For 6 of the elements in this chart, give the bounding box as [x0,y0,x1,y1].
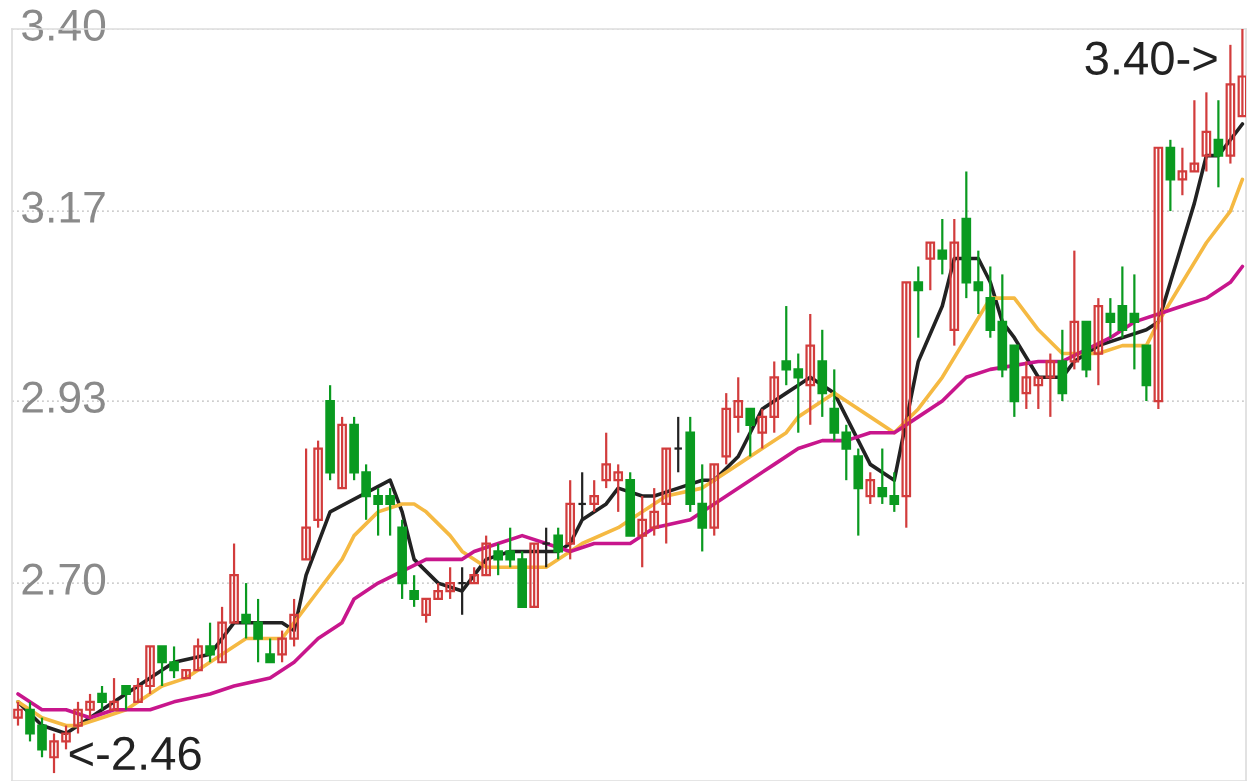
y-tick-label: 3.17 [22,191,105,223]
annotation: 3.40-> [1085,41,1217,75]
y-tick-label: 2.70 [22,563,106,596]
y-tick-label: 3.40 [22,9,106,41]
annotation: <-2.46 [69,736,201,771]
y-tick-label: 2.93 [22,381,105,413]
